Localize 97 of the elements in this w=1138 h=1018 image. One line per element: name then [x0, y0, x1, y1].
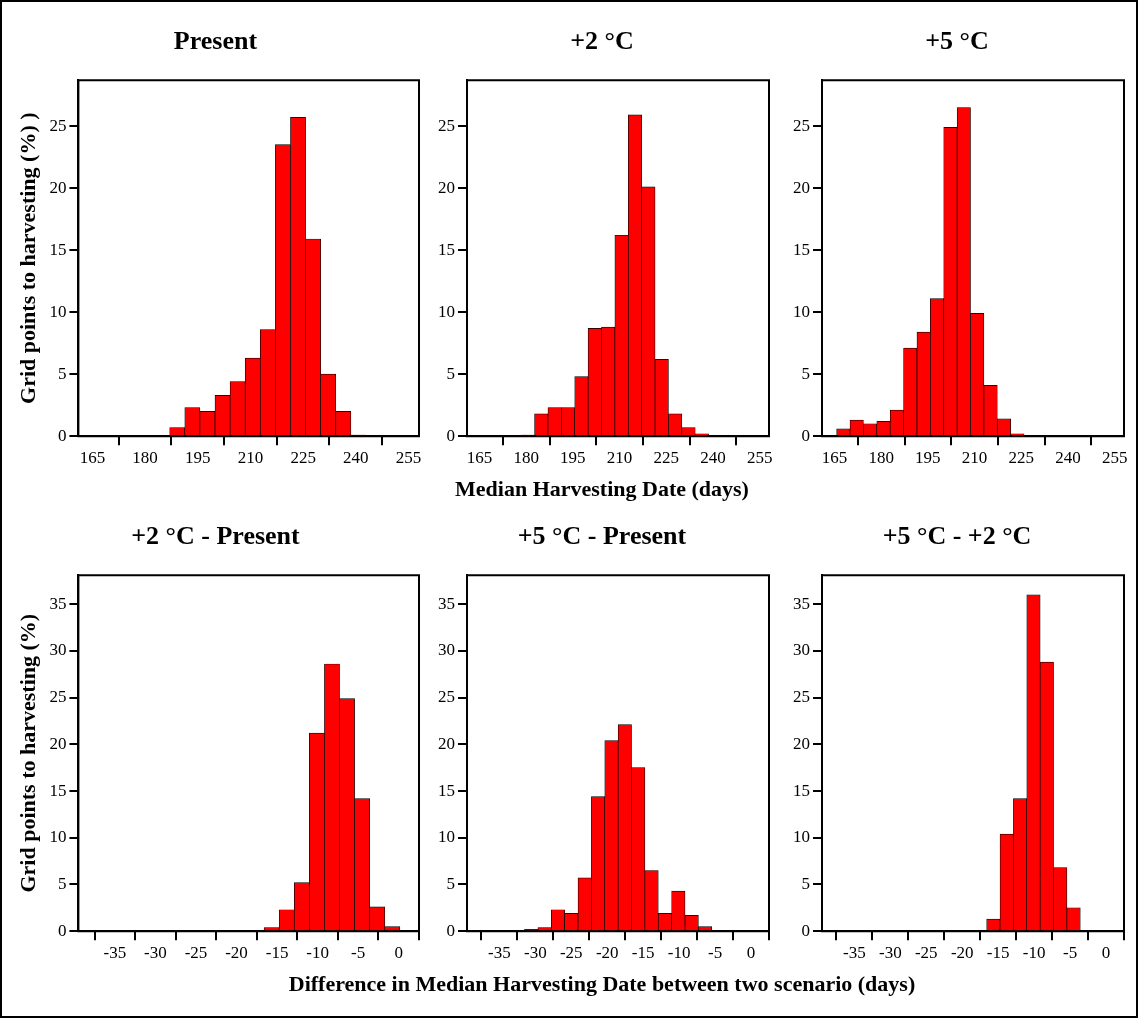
y-tick-label: 20	[49, 733, 67, 753]
x-axis-title: Difference in Median Harvesting Date between two scenario (days)	[287, 971, 917, 997]
x-tick-label: -10	[667, 942, 691, 962]
chart-title: +5 °C	[925, 26, 989, 56]
y-tick-label: 0	[57, 425, 67, 445]
x-axis-title: Median Harvesting Date (days)	[454, 476, 750, 502]
y-tick-label: 25	[438, 115, 455, 135]
y-axis-title: Grid points to harvesting (%) )	[14, 112, 40, 404]
x-tick-label: 180	[132, 447, 158, 467]
y-tick-label: 25	[793, 115, 810, 135]
chart-title: +5 °C - Present	[517, 521, 687, 551]
y-tick-label: 15	[793, 780, 810, 800]
chart-title: +2 °C	[570, 26, 634, 56]
y-tick-label: 10	[438, 827, 455, 847]
y-tick-label: 20	[793, 733, 810, 753]
y-tick-label: 15	[438, 780, 455, 800]
x-tick-label: 195	[915, 447, 941, 467]
y-tick-label: 5	[446, 873, 455, 893]
x-tick-label: -10	[1022, 942, 1046, 962]
y-tick-label: 15	[438, 239, 455, 259]
x-tick-label: -25	[559, 942, 583, 962]
x-tick-label: -30	[878, 942, 902, 962]
y-tick-label: 25	[438, 687, 455, 707]
x-tick-label: 240	[343, 447, 369, 467]
x-tick-label: -5	[1062, 942, 1078, 962]
x-tick-label: -20	[950, 942, 974, 962]
y-tick-label: 5	[801, 873, 810, 893]
x-tick-label: 0	[746, 942, 756, 962]
y-tick-label: 25	[793, 687, 810, 707]
x-tick-label: 165	[821, 447, 848, 467]
y-tick-label: 10	[49, 827, 67, 847]
y-tick-label: 20	[49, 177, 67, 197]
y-tick-label: 5	[57, 873, 67, 893]
x-tick-label: 255	[1101, 447, 1128, 467]
chart-title: +2 °C - Present	[131, 521, 301, 551]
y-tick-label: 20	[793, 177, 810, 197]
y-tick-label: 25	[49, 115, 67, 135]
x-tick-label: 255	[395, 447, 422, 467]
y-tick-label: 15	[793, 239, 810, 259]
y-tick-label: 0	[801, 920, 810, 940]
y-tick-label: 5	[801, 363, 810, 383]
y-tick-label: 30	[793, 640, 810, 660]
y-tick-label: 0	[801, 425, 810, 445]
y-tick-label: 20	[438, 733, 455, 753]
y-tick-label: 30	[49, 640, 67, 660]
x-tick-label: -35	[843, 942, 866, 962]
x-tick-label: 195	[185, 447, 211, 467]
x-tick-label: -20	[225, 942, 248, 962]
chart-title: +5 °C - +2 °C	[882, 521, 1032, 551]
y-tick-label: 35	[49, 593, 67, 613]
x-tick-label: 240	[700, 447, 726, 467]
y-tick-label: 35	[438, 593, 455, 613]
x-tick-label: -10	[306, 942, 329, 962]
x-tick-label: -20	[595, 942, 619, 962]
x-tick-label: 210	[961, 447, 988, 467]
x-tick-label: 195	[560, 447, 586, 467]
y-tick-label: 10	[49, 301, 67, 321]
x-tick-label: -15	[631, 942, 655, 962]
y-tick-label: 10	[793, 827, 810, 847]
x-tick-label: 255	[746, 447, 773, 467]
y-tick-label: 30	[438, 640, 455, 660]
x-tick-label: -5	[351, 942, 366, 962]
x-tick-label: 225	[290, 447, 316, 467]
x-tick-label: 180	[868, 447, 894, 467]
y-tick-label: 15	[49, 780, 67, 800]
x-tick-label: 165	[79, 447, 106, 467]
y-tick-label: 5	[446, 363, 455, 383]
x-tick-label: -15	[986, 942, 1010, 962]
y-tick-label: 35	[793, 593, 810, 613]
x-tick-label: 165	[466, 447, 493, 467]
x-tick-label: 0	[1101, 942, 1111, 962]
x-tick-label: -30	[523, 942, 547, 962]
y-tick-label: 5	[57, 363, 67, 383]
x-tick-label: 240	[1055, 447, 1081, 467]
x-tick-label: 225	[1008, 447, 1035, 467]
chart-title: Present	[173, 26, 258, 56]
x-tick-label: 210	[237, 447, 264, 467]
x-tick-label: 225	[653, 447, 680, 467]
x-tick-label: -25	[914, 942, 938, 962]
y-tick-label: 10	[793, 301, 810, 321]
y-tick-label: 15	[49, 239, 67, 259]
x-tick-label: -35	[488, 942, 511, 962]
x-tick-label: -25	[184, 942, 208, 962]
y-tick-label: 0	[57, 920, 67, 940]
x-tick-label: 210	[606, 447, 633, 467]
x-tick-label: 0	[394, 942, 403, 962]
x-tick-label: 180	[513, 447, 539, 467]
y-tick-label: 0	[446, 425, 455, 445]
x-tick-label: -35	[103, 942, 127, 962]
y-tick-label: 10	[438, 301, 455, 321]
x-tick-label: -15	[265, 942, 289, 962]
x-tick-label: -30	[144, 942, 167, 962]
x-tick-label: -5	[707, 942, 723, 962]
y-tick-label: 20	[438, 177, 455, 197]
y-tick-label: 25	[49, 687, 67, 707]
y-tick-label: 0	[446, 920, 455, 940]
y-axis-title: Grid points to harvesting (%)	[14, 613, 40, 893]
